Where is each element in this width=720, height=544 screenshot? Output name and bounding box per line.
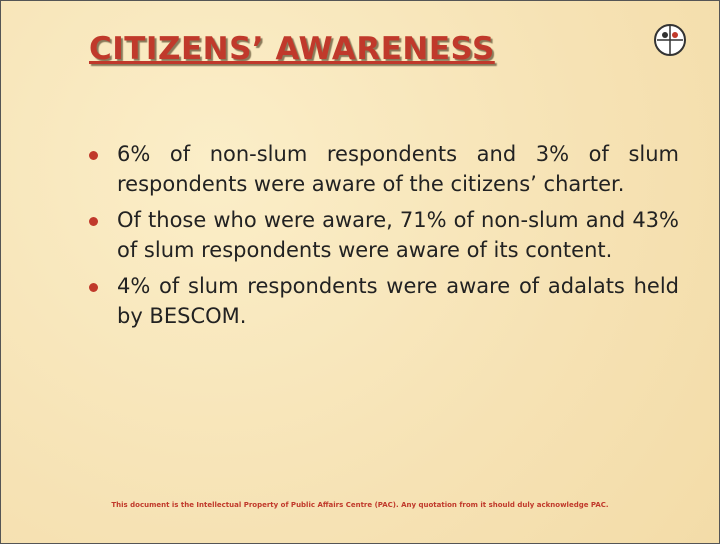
bullet-list: 6% of non-slum respondents and 3% of slu… — [89, 139, 679, 337]
bullet-text: Of those who were aware, 71% of non-slum… — [117, 208, 679, 262]
bullet: 6% of non-slum respondents and 3% of slu… — [89, 139, 679, 199]
bullet-text: 4% of slum respondents were aware of ada… — [117, 274, 679, 328]
logo — [654, 24, 686, 56]
bullet-text: 6% of non-slum respondents and 3% of slu… — [117, 142, 679, 196]
bullet: Of those who were aware, 71% of non-slum… — [89, 205, 679, 265]
slide-title: CITIZENS’ AWARENESS — [89, 31, 495, 67]
bullet: 4% of slum respondents were aware of ada… — [89, 271, 679, 331]
footer: This document is the Intellectual Proper… — [111, 501, 609, 509]
